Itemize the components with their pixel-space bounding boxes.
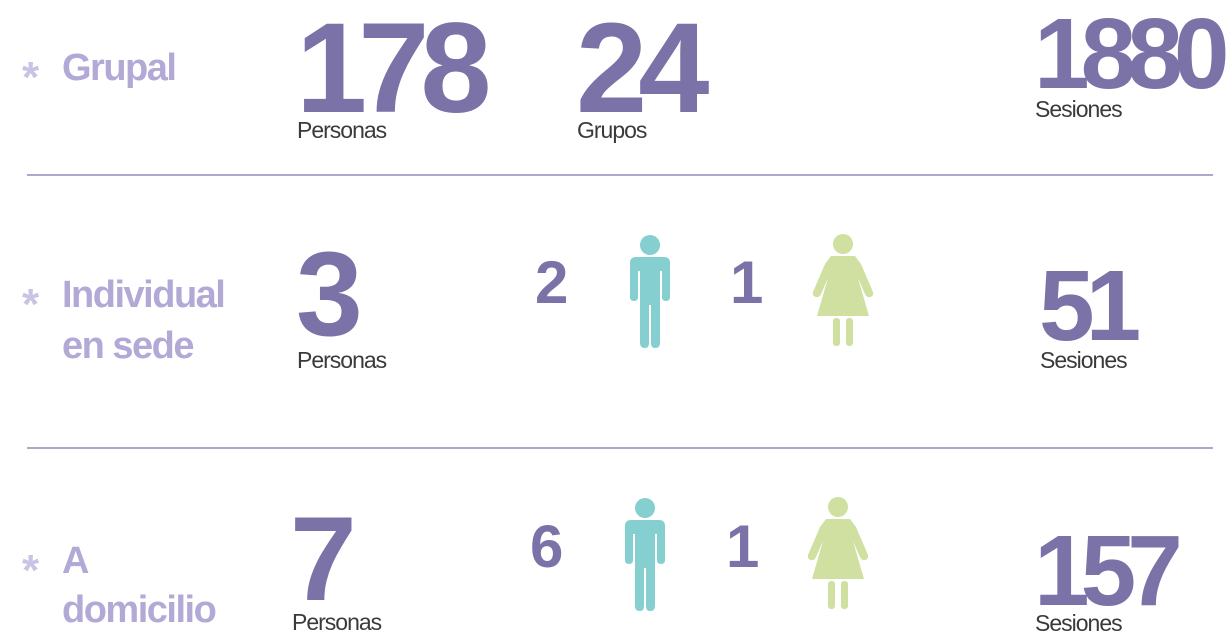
persons-unit: Personas [297, 347, 387, 373]
sessions-unit: Sesiones [1040, 347, 1127, 373]
bullet: * [22, 280, 40, 329]
sessions-unit: Sesiones [1035, 610, 1122, 634]
row-label: A [62, 540, 89, 582]
sessions-count: 51 [1039, 250, 1139, 362]
row-label: Individual [62, 274, 224, 316]
groups-count: 24 [576, 0, 709, 140]
man-icon [625, 498, 665, 611]
groups-unit: Grupos [577, 117, 647, 143]
persons-count: 7 [290, 492, 352, 626]
men-count: 6 [530, 513, 563, 580]
row-label: en sede [62, 325, 193, 367]
woman-icon [807, 497, 869, 609]
bullet: * [22, 53, 40, 102]
sessions-count: 157 [1034, 515, 1179, 627]
persons-unit: Personas [292, 609, 382, 634]
persons-count: 178 [296, 0, 488, 140]
row-label: domicilio [62, 589, 216, 631]
women-count: 1 [726, 513, 759, 580]
persons-unit: Personas [297, 117, 387, 143]
bullet: * [22, 546, 40, 595]
men-count: 2 [535, 249, 568, 316]
row-label: Grupal [62, 47, 175, 89]
sessions-count: 1880 [1034, 0, 1226, 110]
man-icon [630, 235, 670, 348]
sessions-unit: Sesiones [1035, 96, 1122, 122]
woman-icon [812, 234, 874, 346]
persons-count: 3 [296, 227, 359, 361]
women-count: 1 [730, 249, 763, 316]
